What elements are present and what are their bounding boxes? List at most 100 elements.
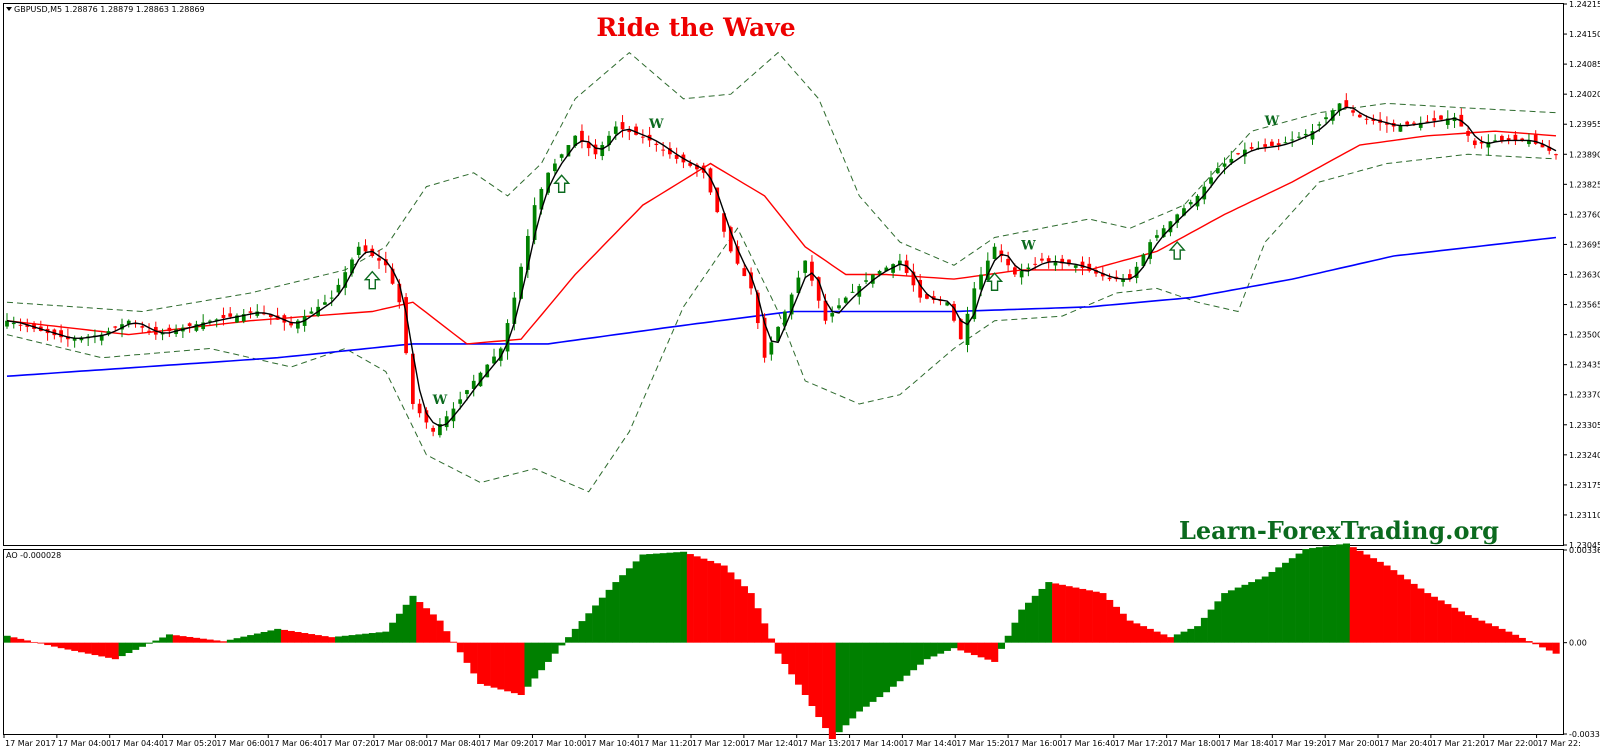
candle-body — [1540, 144, 1545, 148]
time-tick-label: 17 Mar 04:00 — [58, 739, 111, 748]
candle-body — [911, 271, 916, 286]
ao-bar — [984, 642, 992, 660]
ao-bar — [429, 614, 437, 643]
price-tick-label: 1.23825 — [1569, 180, 1600, 189]
candle-body — [1493, 140, 1497, 142]
candle-body — [383, 259, 388, 266]
ao-bar — [409, 595, 417, 643]
candle-body — [397, 283, 402, 303]
ao-bar — [619, 575, 627, 643]
ao-bar — [145, 642, 153, 644]
wave-marker: W — [648, 117, 664, 132]
ao-bar — [869, 642, 877, 702]
ao-bar — [165, 634, 174, 643]
ao-bar — [1173, 634, 1181, 643]
candle-body — [1188, 202, 1193, 205]
time-tick-label: 17 Mar 22: — [1538, 739, 1581, 748]
candle-body — [1222, 163, 1227, 167]
ao-bar — [395, 613, 404, 643]
candle-body — [1324, 117, 1328, 120]
candle-body — [167, 327, 172, 332]
ao-bar — [1167, 637, 1175, 643]
ao-bar — [1261, 576, 1269, 643]
candle-body — [796, 277, 801, 294]
time-tick-label: 17 Mar 08:00 — [375, 739, 428, 748]
ao-bar — [1369, 558, 1378, 643]
candle-body — [1310, 131, 1315, 140]
candle-body — [742, 268, 747, 277]
ao-bar — [416, 602, 424, 643]
ao-bar — [1126, 620, 1134, 643]
candle-body — [377, 258, 381, 261]
candle-body — [248, 311, 253, 313]
candle-body — [458, 399, 463, 404]
candle-body — [1385, 123, 1389, 125]
candle-body — [972, 288, 977, 320]
ao-bar — [1194, 626, 1202, 643]
ao-bar — [1288, 558, 1296, 643]
ao-bar — [1248, 582, 1256, 643]
price-tick-label: 1.24085 — [1569, 60, 1600, 69]
candle-body — [688, 163, 693, 166]
ao-label: AO -0.000028 — [6, 551, 61, 560]
ao-bar — [916, 642, 924, 665]
candle-body — [208, 320, 212, 322]
candle-body — [106, 331, 111, 335]
candle-body — [241, 314, 246, 322]
candle-body — [1527, 140, 1531, 145]
ao-bar — [531, 642, 539, 679]
wave-marker: W — [1020, 238, 1036, 253]
symbol-dropdown-icon[interactable] — [6, 7, 12, 11]
ma-blue-line — [6, 236, 1557, 377]
ao-bar — [1471, 617, 1479, 643]
candle-body — [1263, 144, 1268, 147]
ao-bar — [274, 628, 282, 643]
candle-body — [32, 323, 36, 329]
ma-black-line — [6, 106, 1557, 427]
ao-bar — [308, 634, 316, 643]
candle-body — [1182, 208, 1186, 216]
candle-body — [201, 322, 206, 330]
ao-bar — [1045, 582, 1053, 643]
candle-body — [546, 172, 550, 193]
ao-bar — [477, 642, 485, 684]
candle-body — [580, 130, 584, 142]
ao-bar — [10, 637, 18, 643]
candle-body — [600, 145, 605, 157]
ao-bar — [260, 631, 268, 643]
candle-body — [309, 311, 314, 314]
ao-bar — [937, 642, 945, 654]
up-arrow-signal-icon — [363, 270, 381, 290]
candle-body — [1297, 136, 1301, 138]
ao-bar — [923, 642, 931, 660]
time-tick-label: 17 Mar 20:00 — [1326, 739, 1379, 748]
candle-body — [945, 302, 950, 306]
ao-bar — [1200, 617, 1208, 643]
candle-body — [1161, 228, 1166, 237]
candle-body — [289, 321, 293, 326]
ao-bar — [1383, 565, 1391, 643]
price-tick-label: 1.23305 — [1569, 421, 1600, 430]
ao-bar — [206, 639, 214, 643]
candle-body — [830, 313, 835, 317]
time-tick-label: 17 Mar 17:20 — [1115, 739, 1168, 748]
candle-body — [478, 372, 483, 387]
ao-bar — [761, 623, 769, 643]
ao-bar — [159, 637, 167, 643]
ao-bar — [754, 608, 762, 643]
time-tick-label: 17 Mar 06:00 — [216, 739, 269, 748]
candle-body — [444, 416, 449, 428]
candle-body — [965, 313, 970, 345]
ao-bar — [680, 551, 688, 643]
time-tick-label: 17 Mar 06:40 — [269, 739, 322, 748]
ao-histogram — [3, 543, 1560, 740]
ao-bar — [1376, 561, 1384, 643]
ao-bar — [652, 553, 661, 643]
ao-bar — [1430, 596, 1438, 643]
candle-body — [59, 330, 63, 338]
candle-body — [417, 403, 422, 414]
candle-body — [438, 424, 442, 436]
ao-bar — [186, 636, 194, 643]
candle-body — [1351, 110, 1355, 113]
